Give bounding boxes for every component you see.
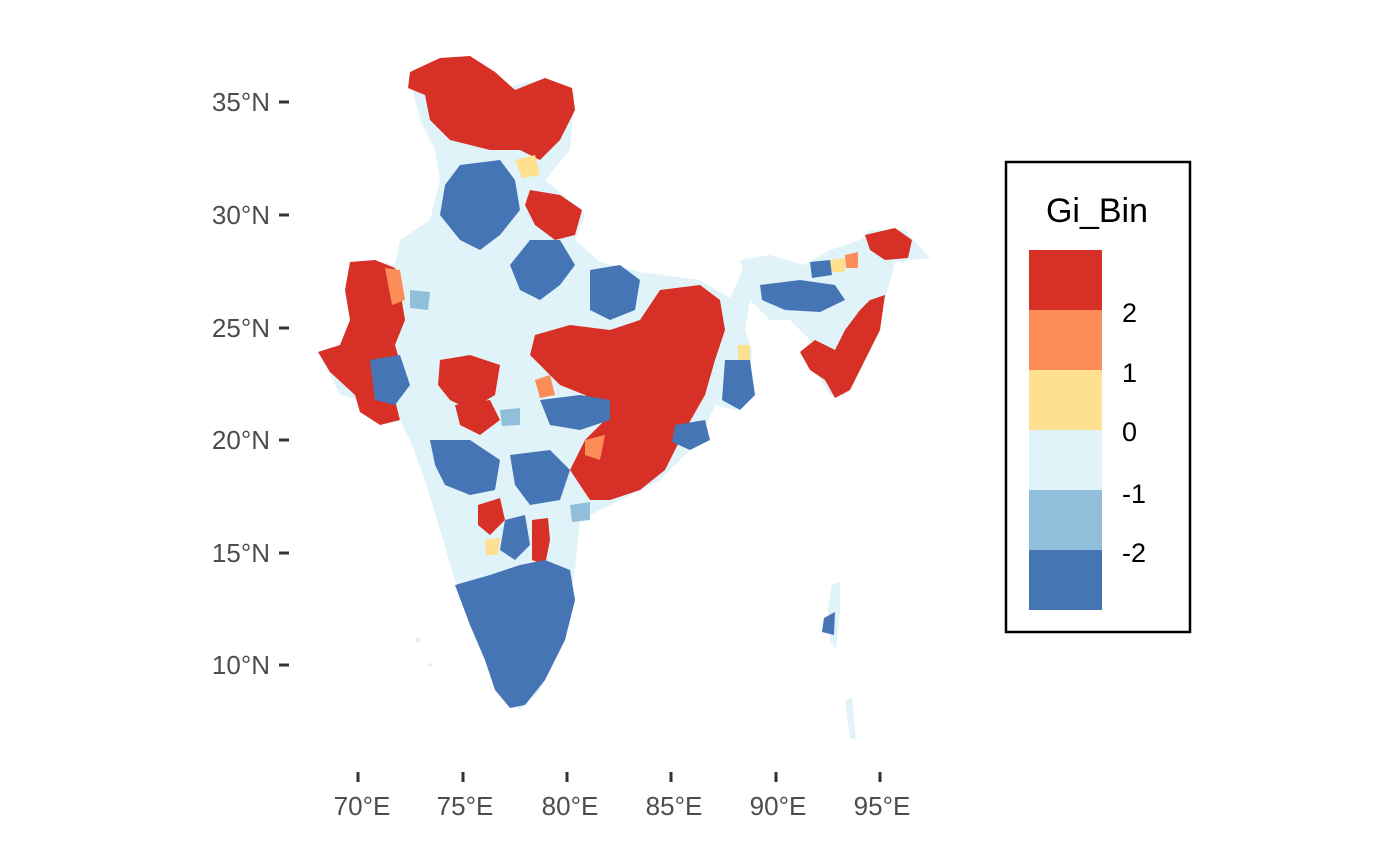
region-blue-up — [510, 240, 575, 300]
region-lakshadweep — [415, 637, 421, 643]
region-nicobar-islands — [845, 698, 856, 740]
y-tick-label: 25°N — [212, 313, 270, 343]
region-orange-south — [585, 435, 605, 460]
y-axis: 35°N 30°N 25°N 20°N 15°N 10°N — [212, 87, 289, 680]
legend-swatch — [1029, 550, 1102, 610]
y-tick-label: 35°N — [212, 87, 270, 117]
india-map — [318, 56, 930, 740]
legend-swatch — [1029, 490, 1102, 550]
region-blue-telangana — [510, 450, 570, 505]
x-tick-label: 85°E — [646, 791, 703, 821]
region-blue-bengal — [722, 360, 755, 410]
region-midblue-rajasthan — [410, 290, 430, 310]
y-tick-label: 20°N — [212, 425, 270, 455]
legend-label: -1 — [1122, 479, 1146, 509]
region-midblue-central — [500, 408, 520, 426]
region-orange-central — [535, 375, 555, 398]
region-andaman-blue — [822, 612, 835, 635]
x-tick-label: 90°E — [750, 791, 807, 821]
region-blue-south — [455, 560, 575, 708]
region-east-central — [530, 285, 725, 500]
region-assam-east — [865, 228, 912, 260]
region-uttarakhand — [525, 190, 582, 240]
legend-swatch — [1029, 430, 1102, 490]
legend-swatch — [1029, 310, 1102, 370]
legend-swatch — [1029, 250, 1102, 310]
region-mp-cluster — [438, 355, 500, 410]
legend: Gi_Bin 2 1 0 -1 -2 — [1004, 160, 1192, 634]
region-kashmir — [408, 56, 575, 160]
region-tripura-mizoram — [800, 295, 885, 398]
region-orange-ne — [845, 252, 858, 268]
y-tick-label: 15°N — [212, 538, 270, 568]
region-yellow-deccan — [485, 538, 500, 555]
region-yellow-bengal — [738, 345, 750, 360]
region-blue-up-east — [590, 265, 640, 320]
legend-label: 1 — [1122, 358, 1137, 388]
region-mp-cluster-2 — [455, 400, 500, 435]
region-blue-odisha — [672, 420, 710, 450]
region-yellow-himachal — [515, 155, 540, 178]
region-blue-punjab — [440, 160, 520, 250]
region-yellow-ne — [830, 258, 845, 272]
x-tick-label: 95°E — [854, 791, 911, 821]
x-tick-label: 70°E — [334, 791, 391, 821]
y-tick-label: 10°N — [212, 650, 270, 680]
x-axis: 70°E 75°E 80°E 85°E 90°E 95°E — [334, 772, 911, 821]
region-blue-gujarat — [370, 355, 410, 405]
region-orange-rajasthan — [385, 268, 405, 305]
legend-label: -2 — [1122, 538, 1146, 568]
x-tick-label: 75°E — [437, 791, 494, 821]
legend-swatch — [1029, 370, 1102, 430]
y-tick-label: 30°N — [212, 200, 270, 230]
region-deccan-red — [478, 498, 505, 535]
legend-label: 0 — [1122, 417, 1137, 447]
region-blue-karnataka — [500, 515, 530, 560]
legend-colorbar — [1029, 250, 1102, 610]
region-blue-ne-2 — [810, 260, 832, 278]
region-blue-central — [540, 395, 610, 430]
region-blue-maharashtra — [430, 440, 500, 495]
region-lakshadweep-2 — [428, 663, 432, 667]
x-tick-label: 80°E — [542, 791, 599, 821]
region-rayalaseema-red — [532, 518, 550, 565]
legend-label: 2 — [1122, 298, 1137, 328]
region-blue-ne — [760, 280, 845, 312]
region-midblue-south — [570, 502, 590, 522]
legend-title: Gi_Bin — [1046, 192, 1148, 230]
northeast-base — [740, 230, 930, 395]
